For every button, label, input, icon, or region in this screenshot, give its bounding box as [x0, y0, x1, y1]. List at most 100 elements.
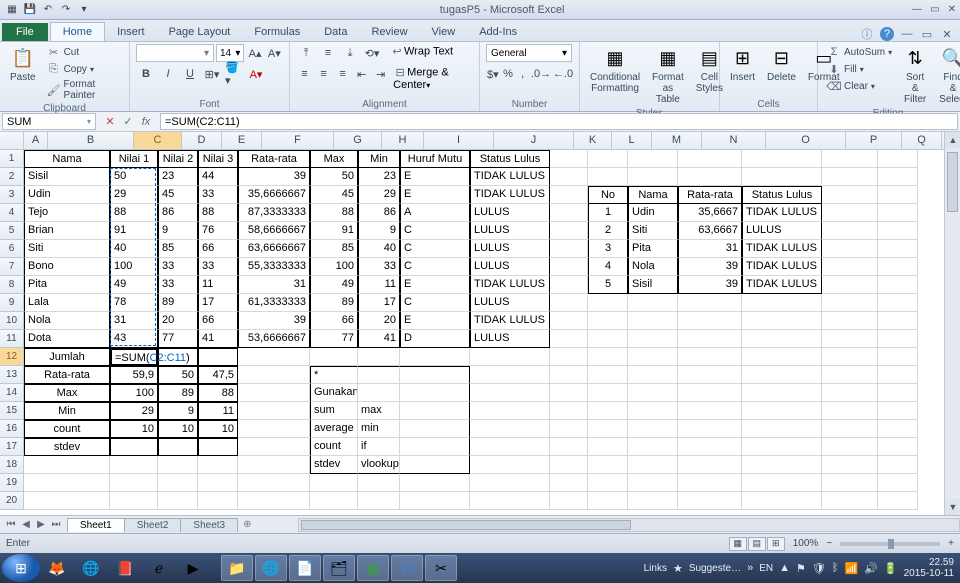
fill-button[interactable]: ⬇Fill▾: [824, 61, 895, 77]
font-size-select[interactable]: 14▾: [216, 44, 244, 62]
cell[interactable]: count: [24, 420, 110, 438]
cell[interactable]: [158, 492, 198, 510]
cell[interactable]: [822, 474, 878, 492]
cell[interactable]: 2: [588, 222, 628, 240]
cell[interactable]: [628, 366, 678, 384]
cell[interactable]: [878, 150, 918, 168]
cell[interactable]: [550, 348, 588, 366]
sheet-tab[interactable]: Sheet3: [180, 518, 238, 532]
cell[interactable]: [550, 438, 588, 456]
cell[interactable]: [24, 456, 110, 474]
cell[interactable]: [400, 420, 470, 438]
cell[interactable]: Status Lulus: [470, 150, 550, 168]
cell[interactable]: [588, 366, 628, 384]
cell[interactable]: 9: [358, 222, 400, 240]
ribbon-minimize-icon[interactable]: ⓘ: [860, 27, 874, 41]
cell[interactable]: 5: [588, 276, 628, 294]
cell[interactable]: [628, 474, 678, 492]
horizontal-scrollbar[interactable]: [298, 518, 960, 532]
word-task-icon[interactable]: W: [391, 555, 423, 581]
cell[interactable]: [822, 492, 878, 510]
cell[interactable]: [550, 456, 588, 474]
cell[interactable]: 31: [110, 312, 158, 330]
cell[interactable]: 29: [110, 186, 158, 204]
cell[interactable]: 10: [198, 420, 238, 438]
cell[interactable]: 63,6667: [678, 222, 742, 240]
cell[interactable]: 45: [158, 186, 198, 204]
cell[interactable]: [678, 474, 742, 492]
cell[interactable]: 45: [310, 186, 358, 204]
cell[interactable]: Nola: [24, 312, 110, 330]
qat-dropdown-icon[interactable]: ▾: [76, 2, 92, 18]
cell[interactable]: [550, 294, 588, 312]
cell[interactable]: Rata-rata: [24, 366, 110, 384]
cell[interactable]: [822, 366, 878, 384]
border-button[interactable]: ⊞▾: [202, 65, 222, 83]
cell[interactable]: 85: [310, 240, 358, 258]
cell[interactable]: [742, 294, 822, 312]
clear-button[interactable]: ⌫Clear▾: [824, 78, 895, 94]
cell[interactable]: 47,5: [198, 366, 238, 384]
conditional-formatting-button[interactable]: ▦Conditional Formatting: [586, 44, 644, 107]
cell[interactable]: A: [400, 204, 470, 222]
cell[interactable]: [588, 168, 628, 186]
new-sheet-icon[interactable]: ⊕: [237, 519, 257, 530]
cell[interactable]: TIDAK LULUS: [742, 204, 822, 222]
antivirus-icon[interactable]: 🛡: [812, 562, 826, 575]
cell[interactable]: Status Lulus: [742, 186, 822, 204]
tab-formulas[interactable]: Formulas: [242, 23, 312, 41]
cell[interactable]: LULUS: [470, 294, 550, 312]
sheet-tab[interactable]: Sheet1: [67, 518, 125, 532]
cell[interactable]: 3: [588, 240, 628, 258]
wrap-text-button[interactable]: ↩Wrap Text: [390, 44, 453, 62]
cell[interactable]: [742, 384, 822, 402]
zoom-out-icon[interactable]: −: [826, 538, 832, 549]
cell[interactable]: [822, 312, 878, 330]
media-player-icon[interactable]: ▶: [177, 555, 209, 581]
cell[interactable]: average: [310, 420, 358, 438]
cell[interactable]: [550, 204, 588, 222]
cell[interactable]: 41: [198, 330, 238, 348]
cell[interactable]: Lala: [24, 294, 110, 312]
action-center-icon[interactable]: ⚑: [796, 562, 806, 575]
cell[interactable]: [238, 366, 310, 384]
cell[interactable]: [588, 474, 628, 492]
cell[interactable]: Tejo: [24, 204, 110, 222]
cell[interactable]: 41: [358, 330, 400, 348]
cell[interactable]: [628, 330, 678, 348]
cell[interactable]: 85: [158, 240, 198, 258]
orientation-icon[interactable]: ⟲▾: [362, 44, 382, 62]
cell[interactable]: LULUS: [470, 204, 550, 222]
sheet-tab[interactable]: Sheet2: [124, 518, 182, 532]
help-icon[interactable]: ?: [880, 27, 894, 41]
redo-icon[interactable]: ↷: [58, 2, 74, 18]
font-color-button[interactable]: A▾: [246, 65, 266, 83]
enter-formula-icon[interactable]: ✓: [120, 114, 136, 130]
insert-cells-button[interactable]: ⊞Insert: [726, 44, 759, 98]
cell[interactable]: [678, 294, 742, 312]
cell[interactable]: [550, 168, 588, 186]
cell[interactable]: [238, 348, 310, 366]
cell[interactable]: 44: [198, 168, 238, 186]
start-button[interactable]: ⊞: [2, 554, 40, 582]
cell[interactable]: [550, 222, 588, 240]
cell[interactable]: [628, 312, 678, 330]
cell[interactable]: [628, 348, 678, 366]
cell[interactable]: [588, 492, 628, 510]
indent-inc-icon[interactable]: ⇥: [372, 65, 389, 83]
cell[interactable]: [628, 168, 678, 186]
bold-button[interactable]: B: [136, 65, 156, 83]
cell[interactable]: [24, 492, 110, 510]
cell[interactable]: [628, 150, 678, 168]
cell[interactable]: [310, 348, 358, 366]
shrink-font-icon[interactable]: A▾: [266, 44, 283, 62]
cell[interactable]: [470, 384, 550, 402]
cell[interactable]: [400, 456, 470, 474]
format-as-table-button[interactable]: ▦Format as Table: [648, 44, 688, 107]
cell[interactable]: [470, 402, 550, 420]
cell[interactable]: [24, 474, 110, 492]
cell[interactable]: LULUS: [470, 258, 550, 276]
cell[interactable]: 76: [198, 222, 238, 240]
ribbon-mdi-max-icon[interactable]: ▭: [920, 27, 934, 41]
cell[interactable]: [158, 456, 198, 474]
